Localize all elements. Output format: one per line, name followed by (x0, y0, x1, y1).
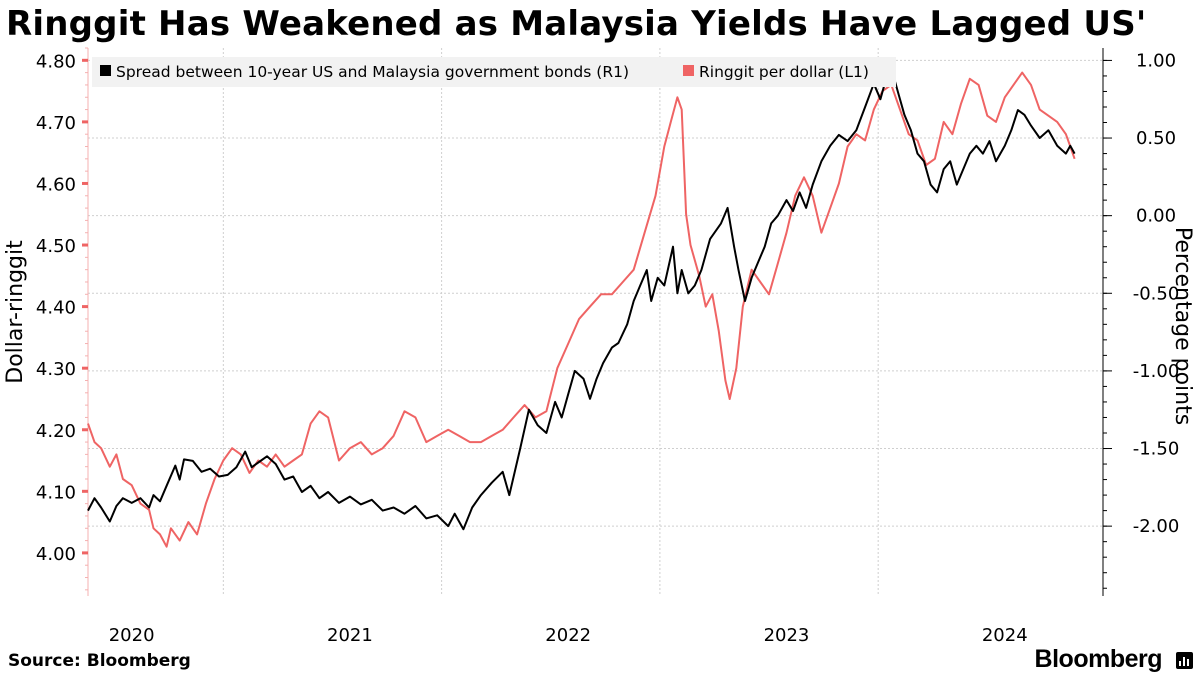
bloomberg-logo: Bloomberg (1034, 645, 1163, 673)
x-axis-tick-label: 2024 (982, 625, 1028, 646)
legend-swatch-ringgit (683, 65, 694, 76)
legend: Spread between 10-year US and Malaysia g… (92, 57, 896, 87)
x-axis-tick-label: 2023 (764, 625, 810, 646)
ringgit-per-dollar-line (87, 71, 1076, 548)
left-axis-tick-label: 4.60 (36, 174, 76, 195)
legend-swatch-spread (100, 65, 111, 76)
x-axis-tick-label: 2022 (545, 625, 591, 646)
right-axis-tick-label: -1.00 (1133, 361, 1180, 382)
left-axis-tick-label: 4.20 (36, 421, 76, 442)
grid-lines (88, 48, 1103, 596)
x-axis-tick-label: 2020 (109, 625, 155, 646)
legend-background (92, 57, 896, 87)
chart-title: Ringgit Has Weakened as Malaysia Yields … (6, 4, 1147, 44)
left-axis-tick-label: 4.50 (36, 236, 76, 257)
axes: -2.00 -1.50 -1.00 -0.50 0.00 0.50 1.00 4.00 4.10… (36, 47, 1180, 646)
left-axis-tick-label: 4.70 (36, 113, 76, 134)
left-axis-tick-label: 4.30 (36, 359, 76, 380)
right-axis-tick-label: -2.00 (1133, 516, 1180, 537)
left-axis-tick-label: 4.80 (36, 51, 76, 72)
left-axis-tick-label: 4.40 (36, 298, 76, 319)
left-axis-tick-label: 4.00 (36, 544, 76, 565)
series-spread (87, 67, 1076, 531)
right-axis-tick-label: 0.00 (1136, 206, 1176, 227)
x-axis-tick-label: 2021 (327, 625, 373, 646)
right-axis-tick-label: -1.50 (1133, 439, 1180, 460)
bloomberg-bars-icon (1176, 652, 1193, 669)
spread-line (87, 67, 1076, 531)
left-axis-tick-label: 4.10 (36, 482, 76, 503)
right-axis-tick-label: 0.50 (1136, 128, 1176, 149)
source-note: Source: Bloomberg (8, 651, 191, 671)
legend-label-ringgit: Ringgit per dollar (L1) (699, 63, 869, 81)
right-axis-title: Percentage points (1170, 227, 1195, 425)
right-axis-tick-label: 1.00 (1136, 50, 1176, 71)
series-ringgit-per-dollar (87, 71, 1076, 548)
right-axis-tick-label: -0.50 (1133, 283, 1180, 304)
legend-label-spread: Spread between 10-year US and Malaysia g… (116, 63, 629, 81)
left-axis-title: Dollar-ringgit (3, 240, 28, 384)
